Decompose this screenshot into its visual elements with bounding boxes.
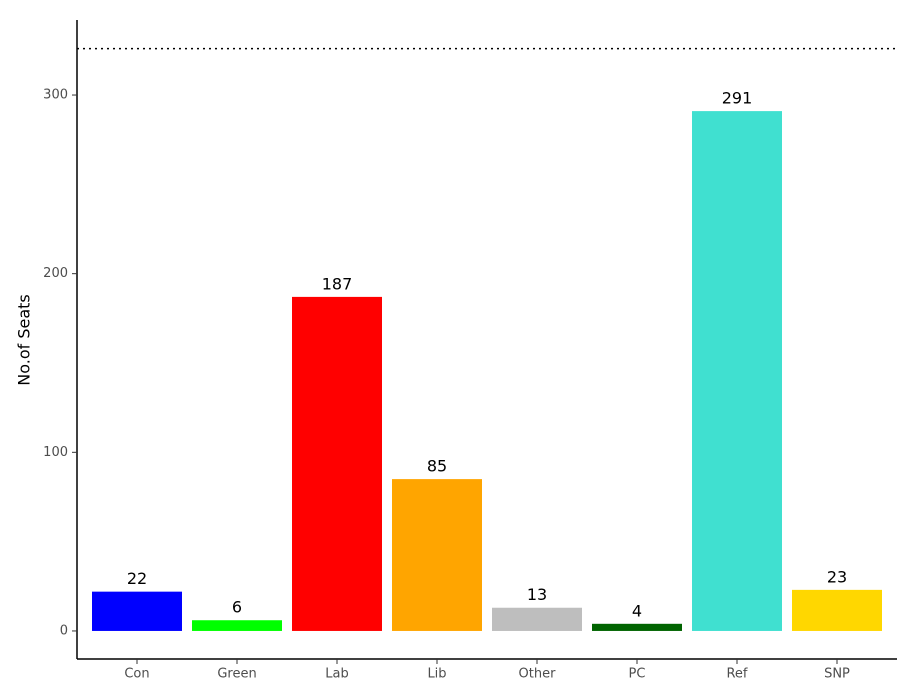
x-tick-label: Ref [726,667,747,682]
value-label: 6 [232,598,242,617]
bar [792,589,882,631]
x-tick-label: Con [124,667,149,682]
y-tick-label: 300 [43,88,68,103]
y-tick-label: 0 [60,623,68,638]
x-tick-label: Lab [325,667,348,682]
bar [92,591,182,631]
x-tick-label: SNP [824,667,850,682]
bar [392,479,482,631]
y-tick-label: 200 [43,266,68,281]
bar [692,111,782,631]
value-label: 22 [127,569,147,588]
x-tick-label: PC [629,667,646,682]
x-tick-label: Lib [427,667,446,682]
value-label: 13 [527,585,547,604]
value-label: 187 [322,274,353,293]
value-label: 291 [722,89,753,108]
bar [292,296,382,631]
x-tick-label: Green [217,667,256,682]
bar [192,620,282,631]
y-tick-label: 100 [43,445,68,460]
y-axis-label: No.of Seats [15,294,34,385]
value-label: 23 [827,567,847,586]
x-tick-label: Other [519,667,557,682]
bar [492,607,582,631]
bar [592,623,682,631]
value-label: 85 [427,457,447,476]
value-label: 4 [632,601,642,620]
